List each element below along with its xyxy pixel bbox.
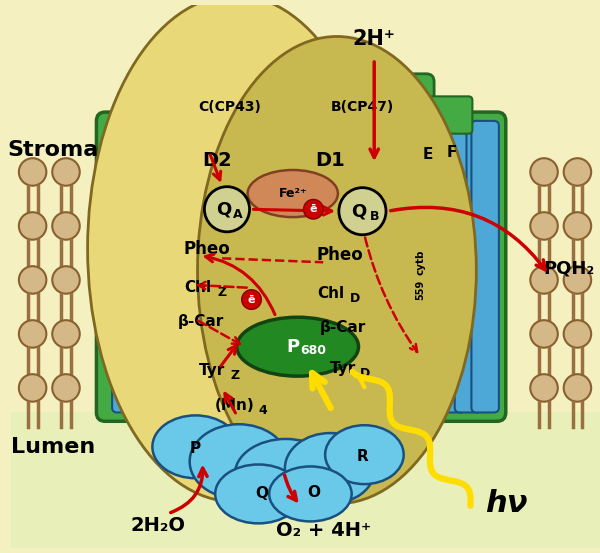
Circle shape [52, 266, 80, 294]
Text: D: D [349, 292, 360, 305]
Text: PQH₂: PQH₂ [543, 259, 594, 277]
Circle shape [304, 200, 323, 219]
FancyBboxPatch shape [409, 231, 432, 384]
Text: Chl: Chl [317, 286, 344, 301]
FancyBboxPatch shape [438, 121, 466, 413]
Circle shape [19, 320, 46, 348]
FancyBboxPatch shape [472, 121, 499, 413]
Text: (Mn): (Mn) [215, 398, 255, 413]
Text: Q: Q [255, 487, 268, 502]
FancyBboxPatch shape [413, 117, 443, 238]
Ellipse shape [197, 36, 476, 504]
Circle shape [339, 187, 386, 235]
Text: P: P [286, 338, 299, 356]
Text: Pheo: Pheo [316, 247, 363, 264]
Text: Z: Z [218, 286, 227, 299]
Text: E: E [423, 147, 433, 162]
Circle shape [19, 212, 46, 239]
Text: B: B [370, 210, 379, 223]
Text: Pheo: Pheo [184, 239, 231, 258]
Circle shape [205, 187, 250, 232]
Text: Z: Z [230, 369, 239, 382]
Circle shape [530, 212, 558, 239]
FancyBboxPatch shape [112, 121, 140, 413]
Text: Tyr: Tyr [329, 361, 356, 376]
Circle shape [19, 374, 46, 401]
FancyBboxPatch shape [145, 121, 173, 413]
Text: P: P [190, 441, 201, 456]
Text: cytb: cytb [415, 249, 425, 275]
Text: B(CP47): B(CP47) [331, 100, 394, 114]
Text: Fe²⁺: Fe²⁺ [278, 187, 307, 200]
Text: β-Car: β-Car [320, 320, 366, 335]
FancyBboxPatch shape [291, 74, 434, 140]
Text: hν: hν [485, 489, 528, 518]
FancyBboxPatch shape [424, 112, 506, 421]
Circle shape [530, 320, 558, 348]
Text: β-Car: β-Car [178, 314, 224, 328]
Text: D1: D1 [315, 150, 345, 170]
Ellipse shape [325, 425, 404, 484]
Text: Lumen: Lumen [11, 437, 95, 457]
Circle shape [563, 374, 591, 401]
Text: R: R [356, 449, 368, 464]
Circle shape [19, 266, 46, 294]
Circle shape [19, 158, 46, 186]
FancyBboxPatch shape [129, 121, 156, 413]
Ellipse shape [190, 424, 288, 499]
FancyBboxPatch shape [155, 74, 304, 140]
Text: Tyr: Tyr [199, 363, 226, 378]
Ellipse shape [269, 466, 352, 521]
Ellipse shape [248, 170, 338, 217]
Text: C(CP43): C(CP43) [198, 100, 261, 114]
Text: D: D [360, 367, 371, 380]
Text: ē: ē [248, 295, 255, 305]
Circle shape [52, 158, 80, 186]
Text: D2: D2 [202, 150, 232, 170]
Text: O: O [307, 486, 320, 500]
Text: Stroma: Stroma [8, 140, 99, 160]
Ellipse shape [235, 439, 337, 510]
Bar [11, 413, 600, 548]
Circle shape [563, 158, 591, 186]
Text: A: A [233, 208, 242, 221]
Ellipse shape [237, 317, 359, 376]
Text: Q: Q [351, 202, 366, 220]
Circle shape [52, 212, 80, 239]
Circle shape [530, 374, 558, 401]
Text: 4: 4 [259, 404, 268, 417]
Circle shape [530, 158, 558, 186]
Circle shape [530, 266, 558, 294]
Text: ē: ē [310, 204, 317, 214]
Ellipse shape [215, 465, 302, 523]
Circle shape [563, 266, 591, 294]
Text: 2H⁺: 2H⁺ [353, 29, 395, 49]
Ellipse shape [152, 415, 239, 478]
FancyBboxPatch shape [455, 121, 482, 413]
Text: 680: 680 [301, 344, 326, 357]
Text: F: F [446, 145, 457, 160]
Circle shape [242, 290, 262, 309]
Circle shape [52, 320, 80, 348]
Ellipse shape [88, 0, 382, 502]
FancyBboxPatch shape [437, 117, 466, 235]
Circle shape [563, 320, 591, 348]
FancyBboxPatch shape [407, 96, 472, 134]
Text: 2H₂O: 2H₂O [131, 516, 186, 535]
Circle shape [52, 374, 80, 401]
Text: O₂ + 4H⁺: O₂ + 4H⁺ [275, 521, 371, 540]
Text: Chl: Chl [184, 280, 211, 295]
Text: 559: 559 [415, 280, 425, 300]
FancyBboxPatch shape [97, 112, 177, 421]
Circle shape [563, 212, 591, 239]
Ellipse shape [285, 433, 375, 504]
Text: Q: Q [217, 200, 232, 218]
